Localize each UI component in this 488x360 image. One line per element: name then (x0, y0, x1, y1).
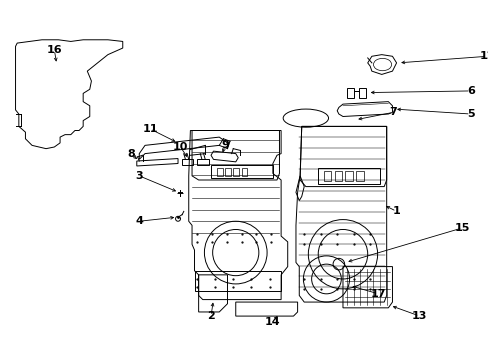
Text: 7: 7 (388, 107, 396, 117)
Bar (224, 168, 230, 176)
Text: 3: 3 (135, 171, 143, 181)
Text: 14: 14 (264, 317, 280, 327)
Text: 15: 15 (454, 223, 469, 233)
Text: 12: 12 (479, 51, 488, 61)
Text: 16: 16 (46, 45, 62, 55)
Text: 1: 1 (392, 206, 400, 216)
Bar (334, 171, 342, 181)
Bar (324, 171, 331, 181)
Text: 9: 9 (221, 140, 228, 150)
Text: 13: 13 (411, 311, 427, 321)
Bar (241, 168, 247, 176)
Bar (233, 168, 239, 176)
Text: 4: 4 (135, 216, 143, 226)
Text: 6: 6 (466, 86, 474, 96)
Text: 5: 5 (466, 109, 474, 119)
Text: 11: 11 (142, 124, 158, 134)
Text: 2: 2 (207, 311, 214, 321)
Bar (345, 171, 352, 181)
Bar (355, 171, 363, 181)
Text: 17: 17 (370, 289, 386, 299)
Bar (216, 168, 222, 176)
Text: 10: 10 (172, 142, 188, 152)
Text: 8: 8 (127, 149, 135, 159)
